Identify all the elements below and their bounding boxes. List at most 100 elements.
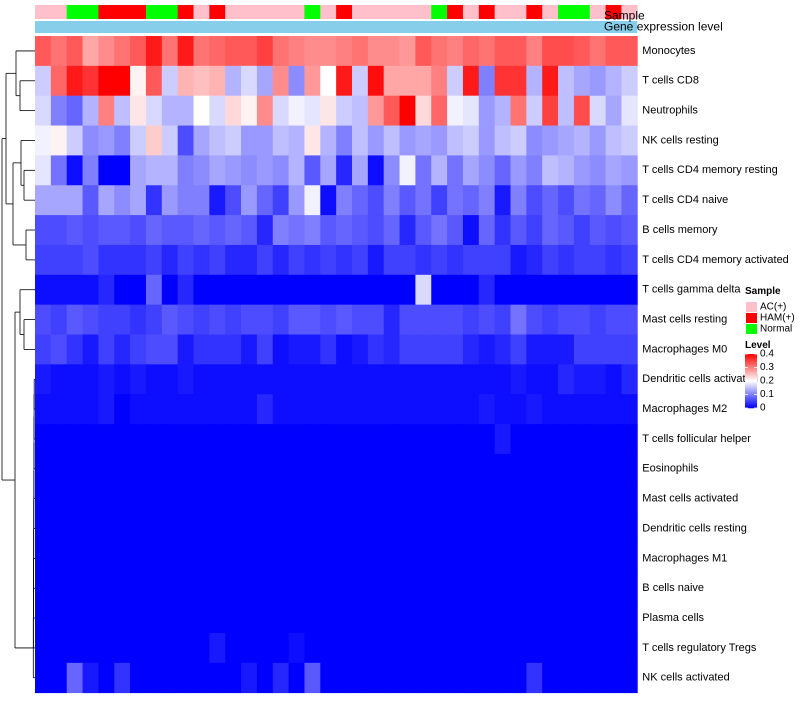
heatmap-cell <box>431 573 448 604</box>
heatmap-cell <box>225 394 242 425</box>
heatmap-cell <box>130 364 147 395</box>
heatmap-cell <box>225 573 242 604</box>
heatmap-cell <box>272 483 289 514</box>
heatmap-cell <box>542 394 559 425</box>
level-legend-gradient-step <box>745 380 757 382</box>
sample-annotation-cell <box>352 5 369 19</box>
heatmap-cell <box>114 483 131 514</box>
heatmap-cell <box>241 662 258 694</box>
heatmap-cell <box>494 36 511 67</box>
heatmap-cell <box>510 573 527 604</box>
expression-annotation-track <box>35 21 638 33</box>
heatmap-cell <box>336 215 353 246</box>
heatmap-cell <box>304 543 321 574</box>
heatmap-cell <box>462 274 480 306</box>
heatmap-cell <box>177 453 194 485</box>
sample-annotation-cell <box>526 5 543 19</box>
heatmap-cell <box>161 185 179 216</box>
heatmap-cell <box>526 603 543 634</box>
heatmap-cell <box>367 364 385 395</box>
heatmap-cell <box>494 603 511 634</box>
heatmap-cell <box>256 424 274 455</box>
heatmap-cell <box>589 185 606 216</box>
heatmap-cell <box>494 662 511 694</box>
heatmap-cell <box>494 185 511 216</box>
heatmap-cell <box>209 394 226 425</box>
heatmap-cell <box>272 364 289 395</box>
heatmap-cell <box>66 513 83 544</box>
heatmap-cell <box>256 274 274 306</box>
heatmap-cell <box>605 573 622 604</box>
heatmap-cell <box>193 424 210 455</box>
heatmap-cell <box>542 155 559 186</box>
heatmap-cell <box>272 185 289 216</box>
heatmap-cell <box>320 424 337 455</box>
sample-annotation-cell <box>256 5 274 19</box>
heatmap-cell <box>272 155 289 186</box>
heatmap-cell <box>510 364 527 395</box>
heatmap-cell <box>542 65 559 97</box>
heatmap-cell <box>336 304 353 335</box>
heatmap-cell <box>462 215 480 246</box>
level-legend-gradient-step <box>745 356 757 358</box>
heatmap-cell <box>98 394 115 425</box>
heatmap-cell <box>447 453 464 485</box>
row-labels: Monocytes T cells CD8 Neutrophils NK cells … <box>642 45 789 684</box>
heatmap-cell <box>98 543 115 574</box>
heatmap-cell <box>145 215 163 246</box>
heatmap-cell <box>589 274 606 306</box>
heatmap-cell <box>241 185 258 216</box>
heatmap-cell <box>494 513 511 544</box>
heatmap-cell <box>304 304 321 335</box>
sample-legend-swatch <box>746 313 757 323</box>
heatmap-cell <box>145 125 163 156</box>
heatmap-cell <box>573 95 591 126</box>
heatmap-cell <box>510 65 527 97</box>
heatmap-cell <box>621 95 638 126</box>
heatmap-cell <box>272 95 289 126</box>
heatmap-cell <box>98 513 115 544</box>
heatmap-cell <box>336 424 353 455</box>
heatmap-cell <box>447 274 464 306</box>
heatmap-cell <box>510 603 527 634</box>
heatmap-cell <box>589 65 606 97</box>
heatmap-cell <box>66 453 83 485</box>
heatmap-cell <box>256 483 274 514</box>
heatmap-cell <box>478 155 496 186</box>
heatmap-cell <box>225 424 242 455</box>
heatmap-cell <box>526 185 543 216</box>
heatmap-cell <box>478 185 496 216</box>
heatmap-cell <box>605 334 622 365</box>
heatmap-cell <box>526 424 543 455</box>
heatmap-cell <box>193 215 210 246</box>
heatmap-cell <box>415 453 432 485</box>
level-legend-gradient-step <box>745 364 757 366</box>
heatmap-cell <box>399 274 416 306</box>
heatmap-cell <box>241 155 258 186</box>
heatmap-cell <box>50 394 68 425</box>
heatmap-cell <box>462 36 480 67</box>
sample-annotation-cell <box>320 5 337 19</box>
level-legend-gradient-step <box>745 354 757 356</box>
heatmap-cell <box>478 453 496 485</box>
heatmap-cell <box>193 185 210 216</box>
heatmap-cell <box>256 185 274 216</box>
heatmap-cell <box>542 125 559 156</box>
heatmap-cell <box>431 394 448 425</box>
heatmap-cell <box>605 244 622 276</box>
level-legend-gradient-step <box>745 404 757 406</box>
heatmap-cell <box>209 155 226 186</box>
heatmap-cell <box>383 155 400 186</box>
level-legend-gradient-step <box>745 359 757 361</box>
heatmap-cell <box>50 125 68 156</box>
heatmap-cell <box>161 394 179 425</box>
heatmap-cell <box>288 95 305 126</box>
heatmap-cell <box>82 95 99 126</box>
heatmap-cell <box>510 215 527 246</box>
row-label: T cells CD4 memory activated <box>642 254 789 266</box>
heatmap-cell <box>98 453 115 485</box>
sample-annotation-cell <box>161 5 179 19</box>
heatmap-cell <box>35 274 52 306</box>
heatmap-cell <box>352 334 369 365</box>
heatmap-cell <box>130 394 147 425</box>
